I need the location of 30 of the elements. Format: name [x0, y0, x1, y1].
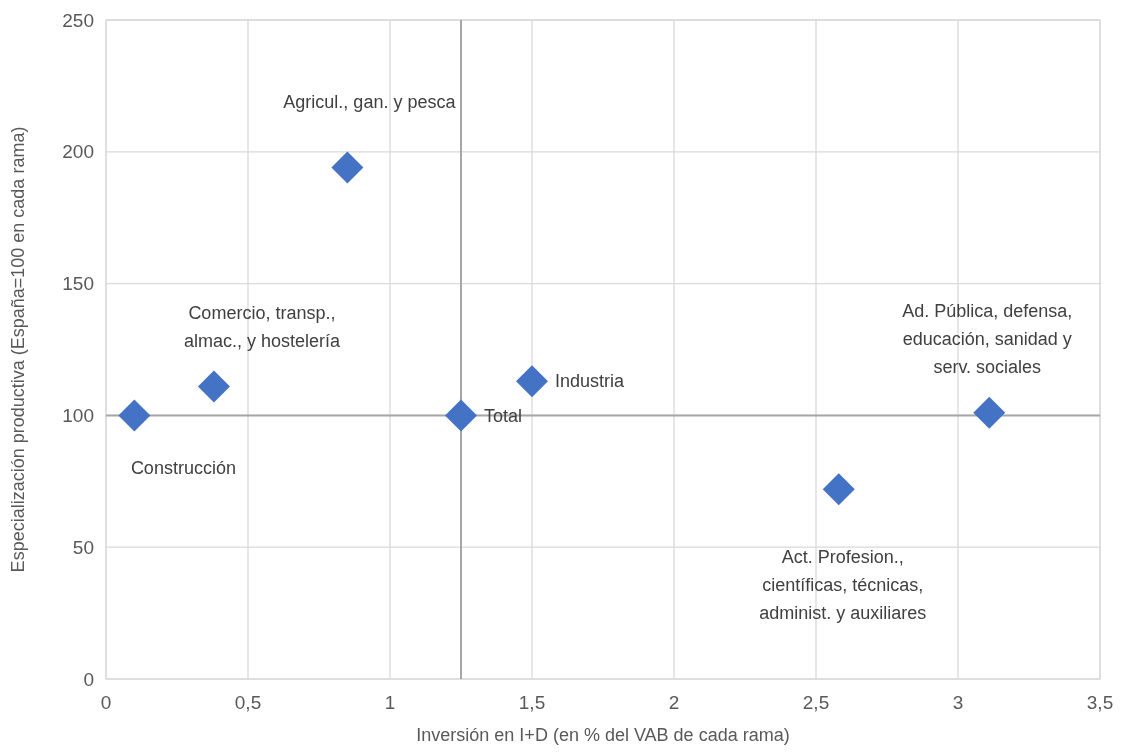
point	[822, 473, 855, 506]
annotation: Industria	[555, 371, 626, 392]
x-tick-label: 0,5	[234, 692, 262, 713]
annotation: Comercio, transp., almac., y hostelería	[183, 302, 341, 351]
point	[331, 151, 364, 184]
x-axis-title: Inversión en I+D (en % del VAB de cada rama)	[416, 725, 790, 745]
point	[197, 370, 230, 403]
x-tick-label: 3	[952, 692, 964, 713]
point	[973, 396, 1006, 429]
y-tick-label: 0	[83, 668, 94, 690]
x-tick-label: 3,5	[1086, 692, 1114, 713]
x-tick-label: 2	[668, 692, 680, 713]
annotation: Total	[484, 405, 523, 426]
x-tick-label: 1	[384, 692, 396, 713]
point	[516, 365, 548, 398]
y-tick-label: 200	[62, 141, 94, 163]
x-tick-label: 0	[100, 692, 112, 713]
y-axis-title: Especialización productiva (España=100 en cada rama)	[8, 126, 28, 573]
annotation: Construcción	[130, 457, 236, 478]
y-tick-label: 150	[62, 273, 94, 295]
annotation: Act. Profesion., científicas, técnicas, administ. y auxiliares	[759, 546, 927, 623]
y-tick-label: 100	[62, 405, 94, 427]
point	[118, 399, 151, 432]
annotation: Ad. Pública, defensa, educación, sanidad y serv. sociales	[902, 301, 1073, 378]
x-tick-label: 2,5	[802, 692, 830, 713]
point	[445, 399, 477, 432]
annotation: Agricul., gan. y pesca	[283, 91, 457, 112]
x-tick-label: 1,5	[518, 692, 546, 713]
y-tick-label: 250	[62, 9, 94, 31]
y-tick-label: 50	[72, 536, 94, 558]
